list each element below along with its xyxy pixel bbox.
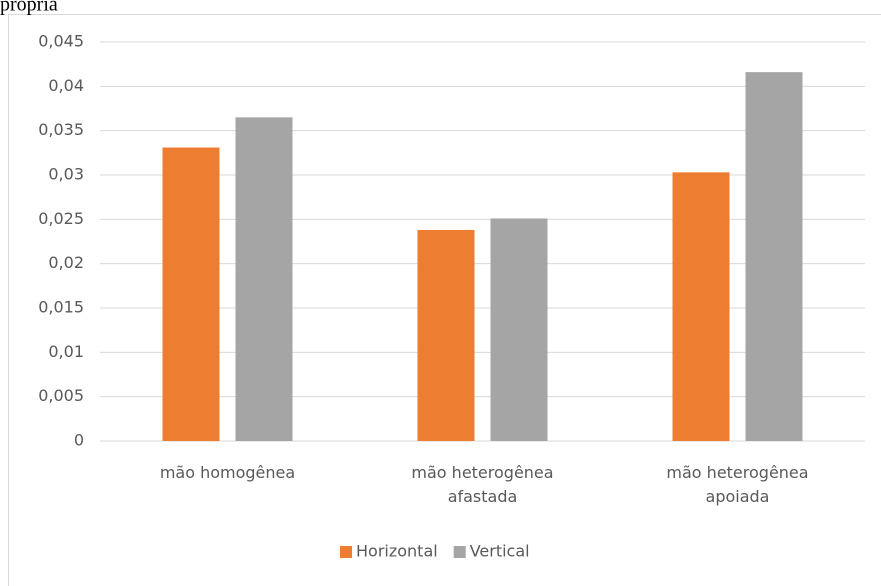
y-tick-label: 0,015: [38, 298, 84, 317]
x-tick-label: mão heterogênea afastada: [411, 463, 554, 506]
bar: [162, 147, 220, 441]
y-tick-label: 0,025: [38, 209, 84, 228]
bar: [672, 172, 730, 441]
x-tick-label: mão homogênea: [159, 463, 296, 482]
x-tick-label-box: mão homogênea: [159, 463, 296, 482]
x-tick-label-box: mão heterogênea apoiada: [666, 463, 809, 506]
bar: [417, 229, 475, 441]
x-tick-label: mão heterogênea apoiada: [666, 463, 809, 506]
bar: [745, 72, 803, 441]
legend-label: Horizontal: [356, 542, 438, 561]
y-tick-label: 0,02: [48, 253, 84, 272]
y-tick-label: 0,03: [48, 165, 84, 184]
legend-swatch: [453, 546, 466, 558]
y-tick-label: 0: [74, 431, 84, 450]
bar: [235, 117, 293, 441]
y-tick-label: 0,04: [48, 76, 84, 95]
y-tick-label: 0,045: [38, 32, 84, 51]
y-tick-label: 0,035: [38, 120, 84, 139]
bar: [490, 218, 548, 441]
legend-label: Vertical: [470, 542, 530, 561]
legend-swatch: [340, 546, 352, 558]
y-tick-label: 0,005: [38, 386, 84, 405]
caption: própria: [0, 0, 58, 16]
x-tick-label-box: mão heterogênea afastada: [411, 463, 554, 506]
y-tick-label: 0,01: [48, 342, 84, 361]
